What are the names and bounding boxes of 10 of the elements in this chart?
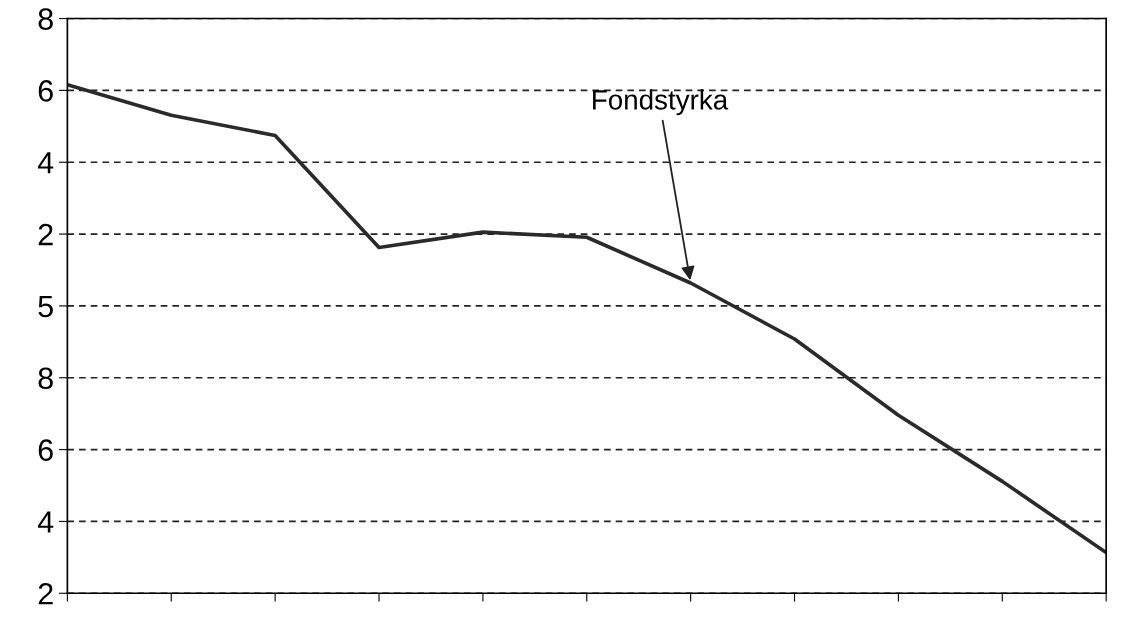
text: 2 [38,583,53,605]
text: 8 [38,367,53,390]
text: 6 [38,439,53,461]
text: 8 [38,8,53,30]
annotation: Fondstyrka [593,89,729,116]
text: 4 [37,152,54,174]
text: 6 [38,80,53,102]
text: 5 [38,295,53,318]
text: 2 [38,223,53,246]
text: 4 [37,511,54,533]
